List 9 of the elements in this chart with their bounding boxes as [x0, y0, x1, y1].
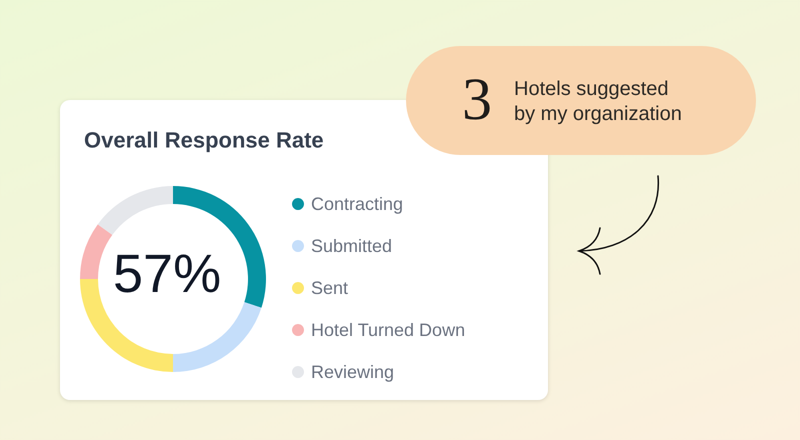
chart-title: Overall Response Rate [84, 128, 324, 152]
legend-label: Sent [311, 278, 348, 298]
legend-label: Reviewing [311, 362, 394, 382]
text: 3 [462, 65, 492, 134]
legend-label: Hotel Turned Down [311, 320, 466, 340]
text: Hotels suggested by my organization [514, 77, 683, 127]
legend-label: Contracting [311, 194, 404, 214]
text: 57% [113, 244, 222, 304]
legend-label: Submitted [311, 236, 392, 256]
